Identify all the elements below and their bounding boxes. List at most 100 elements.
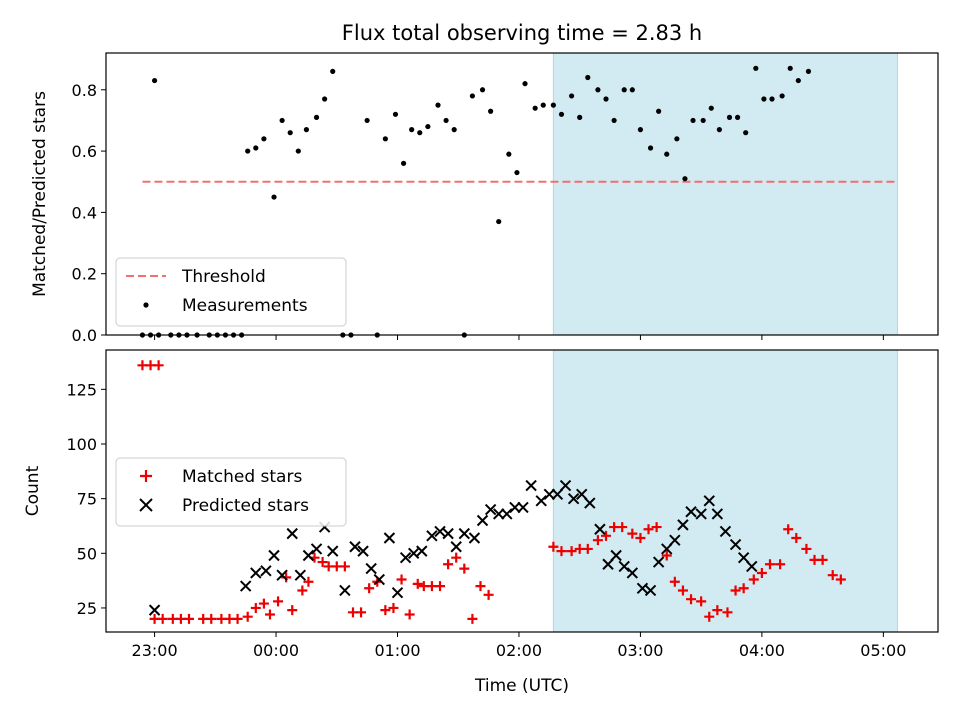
legend-measurement-swatch — [143, 302, 149, 308]
matched-star-point — [339, 561, 350, 572]
matched-star-point — [651, 522, 662, 533]
predicted-star-point — [286, 527, 298, 540]
matched-star-point — [756, 567, 767, 578]
top-highlight-span — [552, 52, 899, 336]
matched-star-point — [287, 605, 298, 616]
matched-star-point — [817, 554, 828, 565]
predicted-star-point — [501, 508, 513, 520]
matched-star-point — [206, 613, 217, 624]
measurement-point — [400, 160, 407, 166]
x-tick-label: 00:00 — [253, 641, 299, 660]
matched-star-point — [404, 609, 415, 620]
matched-star-point — [232, 613, 243, 624]
top-y-tick-label: 0.0 — [72, 326, 97, 345]
matched-star-point — [582, 543, 593, 554]
predicted-star-point — [391, 586, 404, 599]
bottom-axes-frame — [105, 349, 939, 633]
measurement-point — [330, 68, 336, 74]
matched-star-point — [183, 613, 194, 624]
predicted-star-point — [636, 582, 649, 594]
matched-star-point — [669, 576, 680, 587]
measurement-point — [261, 136, 267, 142]
predicted-star-point — [551, 488, 564, 500]
measurement-point — [550, 102, 556, 108]
predicted-star-point — [509, 501, 521, 514]
predicted-star-point — [517, 501, 529, 514]
measurement-point — [425, 123, 431, 130]
measurement-point — [479, 87, 486, 93]
measurement-point — [734, 114, 741, 120]
matched-star-point — [617, 522, 628, 533]
predicted-star-point — [294, 569, 307, 581]
predicted-star-point — [349, 541, 361, 553]
predicted-star-point — [468, 532, 481, 544]
predicted-star-point — [567, 492, 580, 505]
matched-star-point — [264, 609, 275, 620]
bottom-legend-label: Predicted stars — [182, 496, 309, 516]
predicted-star-point — [576, 488, 588, 500]
predicted-star-point — [442, 527, 454, 540]
predicted-star-point — [719, 525, 732, 538]
predicted-star-point — [484, 503, 497, 516]
predicted-star-point — [746, 560, 758, 573]
bottom-y-tick-label: 75 — [77, 490, 97, 509]
matched-star-point — [677, 585, 688, 596]
matched-star-point — [303, 576, 314, 587]
predicted-star-point — [383, 532, 396, 544]
matched-star-point — [435, 581, 446, 592]
top-y-tick-label: 0.4 — [72, 203, 97, 222]
predicted-star-point — [399, 551, 412, 564]
bottom-legend-box — [115, 457, 347, 527]
predicted-star-point — [250, 567, 262, 579]
measurement-point — [690, 117, 696, 124]
predicted-star-point — [737, 551, 750, 564]
predicted-star-point — [661, 543, 673, 555]
matched-star-point — [388, 602, 399, 613]
chart-title: Flux total observing time = 2.83 h — [342, 21, 702, 45]
measurement-point — [769, 96, 775, 102]
measurement-point — [577, 114, 583, 120]
legend-predicted-swatch — [139, 498, 153, 512]
measurement-point — [716, 127, 722, 133]
x-tick-label: 01:00 — [374, 641, 420, 660]
matched-star-point — [258, 598, 269, 609]
measurement-point — [656, 108, 662, 114]
measurement-point — [295, 148, 301, 154]
predicted-star-point — [711, 508, 724, 520]
predicted-star-point — [239, 580, 252, 592]
x-tick-label: 23:00 — [132, 641, 178, 660]
top-legend-box — [115, 257, 347, 327]
measurement-point — [279, 117, 285, 124]
bottom-y-tick-label: 25 — [77, 599, 97, 618]
predicted-star-point — [669, 534, 681, 546]
matched-star-point — [827, 570, 838, 581]
matched-star-point — [157, 613, 168, 624]
predicted-star-point — [434, 525, 446, 538]
bottom-y-tick-label: 125 — [66, 380, 97, 399]
matched-star-point — [281, 572, 292, 583]
measurement-point — [708, 105, 714, 111]
predicted-star-point — [652, 556, 665, 568]
measurement-point — [532, 105, 538, 111]
matched-star-point — [412, 578, 423, 589]
matched-star-point — [835, 574, 846, 585]
x-tick-label: 03:00 — [617, 641, 663, 660]
predicted-star-point — [407, 547, 420, 560]
measurement-point — [443, 117, 449, 124]
measurement-point — [761, 96, 767, 102]
predicted-star-point — [310, 543, 323, 555]
predicted-star-point — [677, 519, 689, 531]
measurement-point — [779, 93, 785, 99]
bottom-y-tick-label: 50 — [77, 544, 97, 563]
measurement-point — [469, 93, 476, 99]
matched-star-point — [467, 613, 478, 624]
measurement-point — [417, 130, 423, 136]
matched-star-point — [738, 583, 749, 594]
matched-star-point — [661, 550, 672, 561]
predicted-star-point — [268, 549, 280, 562]
measurement-point — [287, 130, 293, 136]
matched-star-point — [601, 530, 612, 541]
predicted-star-point — [302, 549, 315, 562]
x-tick-label: 05:00 — [860, 641, 906, 660]
